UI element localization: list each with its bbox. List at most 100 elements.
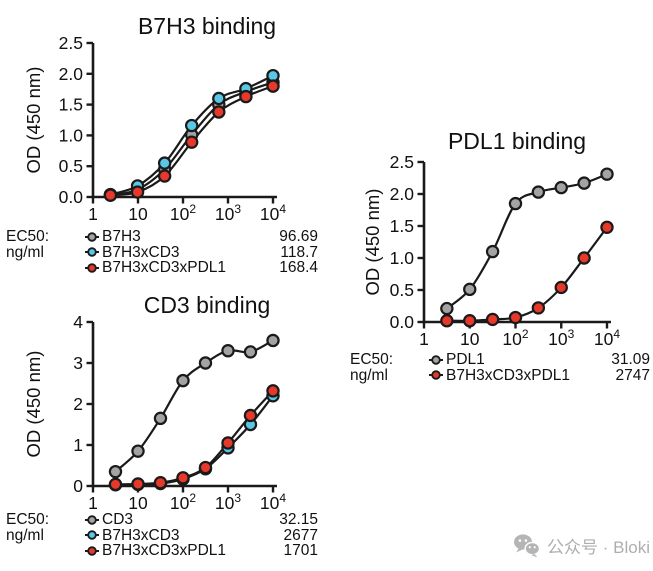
wechat-icon [514,534,541,558]
y-tick-label: 0.5 [59,156,83,176]
legend-row: B7H3xCD3 118.7 [84,243,318,261]
chart-title-pdl1: PDL1 binding [447,128,587,154]
y-tick-label: 0.0 [59,187,84,207]
legend-series-name: CD3 [102,511,134,528]
ec50-units-label: ng/ml [350,366,388,384]
data-point-B7H3xCD3xPDL1 [485,312,500,327]
watermark-text: 公众号 · Bloki [547,538,650,557]
legend-b7h3: EC50: ng/ml B7H3 96.69 B7H3xCD3 118.7 B7H3xC… [6,229,318,276]
data-point-B7H3xCD3xPDL1 [239,89,253,104]
data-point-PDL1 [554,180,568,195]
y-tick-label: 2.0 [390,184,415,204]
data-point-PDL1 [440,301,454,316]
data-point-CD3 [221,344,235,358]
legend-series-name: PDL1 [446,351,485,368]
series-curve-B7H3xCD3xPDL1 [115,390,274,486]
data-point-CD3 [108,464,123,479]
data-point-B7H3xCD3xPDL1 [243,408,258,423]
legend-marker-icon [85,232,99,242]
x-tick-label: 103 [215,491,241,513]
y-tick-label: 3 [73,353,83,373]
data-point-CD3 [243,345,258,359]
watermark: 公众号 · Bloki [513,533,650,558]
legend-series-name: B7H3xCD3 [102,243,180,261]
legend-marker-icon [85,263,99,273]
y-tick-label: 1 [73,435,83,455]
data-point-PDL1 [508,196,523,211]
legend-row: CD3 32.15 [84,512,318,528]
data-point-PDL1 [577,176,591,190]
y-tick-label: 1.0 [390,248,415,268]
data-point-B7H3xCD3xPDL1 [577,251,591,265]
data-point-B7H3xCD3xPDL1 [198,460,213,475]
data-point-B7H3xCD3xPDL1 [266,79,280,93]
data-point-B7H3xCD3xPDL1 [131,477,145,491]
x-tick-label: 1 [419,329,429,349]
data-point-B7H3xCD3xPDL1 [153,476,168,490]
legend-series-name: B7H3xCD3xPDL1 [446,366,571,384]
chart-b7h3: 0.0 0.5 1.0 1.5 2.0 2.5 1 10 102 103 104 [59,33,287,224]
y-axis-label-pdl1: OD (450 nm) [362,188,383,296]
legend-row: B7H3xCD3xPDL1 168.4 [84,260,318,276]
legend-cd3: EC50: ng/ml CD3 32.15 B7H3xCD3 2677 B7H3xCD3… [6,512,318,559]
x-tick-label: 1 [88,493,98,513]
series-curve-B7H3xCD3xPDL1 [446,226,608,322]
legend-row: B7H3 96.69 [84,229,318,245]
legend-marker-icon [85,515,99,525]
legend-pdl1: EC50: ng/ml PDL1 31.09 B7H3xCD3xPDL1 2747 [350,352,650,383]
ec50-units-label: ng/ml [6,243,44,261]
ec50-label: EC50: [6,511,50,528]
ec50-value: 118.7 [280,243,318,261]
legend-row: PDL1 31.09 [428,352,650,368]
y-tick-label: 0.0 [390,312,415,332]
x-tick-label: 10 [128,204,148,224]
chart-pdl1: 0.0 0.5 1.0 1.5 2.0 2.5 1 10 102 103 104 [390,152,621,349]
legend-row: B7H3xCD3 2677 [84,526,318,544]
x-tick-label: 102 [502,327,528,349]
y-axis-label-b7h3: OD (450 nm) [23,66,44,174]
legend-series-name: B7H3xCD3xPDL1 [102,259,227,276]
legend-row: B7H3xCD3xPDL1 1701 [84,543,318,559]
y-tick-label: 4 [73,312,83,332]
data-point-B7H3xCD3 [157,156,172,170]
data-point-CD3 [131,444,145,458]
data-point-B7H3xCD3xPDL1 [212,105,226,119]
x-tick-label: 1 [88,204,98,224]
data-point-B7H3xCD3xPDL1 [108,477,123,492]
legend-marker-icon [429,370,443,380]
y-tick-label: 1.5 [390,216,414,236]
y-tick-label: 1.5 [59,95,83,115]
data-point-CD3 [153,411,168,426]
legend-marker-icon [85,546,99,556]
y-tick-label: 2.5 [59,33,83,53]
ec50-value: 31.09 [611,351,650,368]
data-point-PDL1 [485,244,500,259]
y-tick-label: 0 [73,476,83,496]
legend-series-name: B7H3xCD3 [102,526,180,544]
data-point-B7H3xCD3xPDL1 [176,471,190,485]
ec50-value: 2747 [615,366,650,384]
x-tick-label: 10 [128,493,148,513]
y-tick-label: 2.5 [390,152,414,172]
data-point-B7H3xCD3xPDL1 [508,310,523,325]
data-point-B7H3xCD3xPDL1 [463,314,477,328]
y-axis-label-cd3: OD (450 nm) [23,350,44,458]
data-point-B7H3xCD3xPDL1 [600,220,614,234]
data-point-B7H3xCD3xPDL1 [531,301,546,315]
ec50-value: 96.69 [279,228,318,245]
x-tick-label: 104 [260,491,286,513]
x-tick-label: 10 [460,329,480,349]
data-point-PDL1 [600,167,614,181]
chart-title-b7h3: B7H3 binding [137,13,277,39]
data-point-B7H3xCD3xPDL1 [157,169,172,183]
x-tick-label: 104 [594,327,620,349]
ec50-label: EC50: [350,351,394,368]
legend-series-name: B7H3 [102,228,141,245]
legend-marker-icon [429,355,443,365]
data-point-CD3 [176,373,190,388]
x-tick-label: 102 [170,491,196,513]
ec50-units-label: ng/ml [6,526,44,544]
legend-marker-icon [85,247,99,257]
